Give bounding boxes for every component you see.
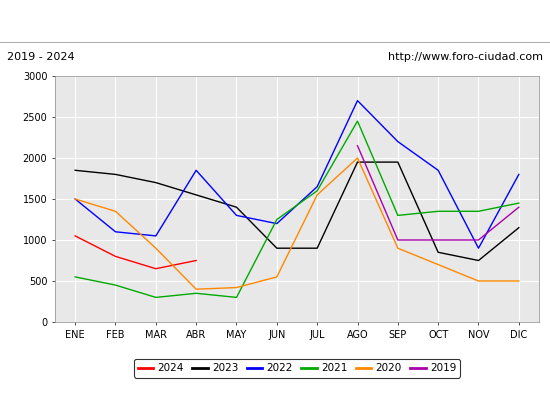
Legend: 2024, 2023, 2022, 2021, 2020, 2019: 2024, 2023, 2022, 2021, 2020, 2019: [134, 359, 460, 378]
Text: http://www.foro-ciudad.com: http://www.foro-ciudad.com: [388, 52, 543, 62]
Text: 2019 - 2024: 2019 - 2024: [7, 52, 74, 62]
Text: Evolucion Nº Turistas Nacionales en el municipio de Villanueva de la Jara: Evolucion Nº Turistas Nacionales en el m…: [2, 14, 548, 28]
